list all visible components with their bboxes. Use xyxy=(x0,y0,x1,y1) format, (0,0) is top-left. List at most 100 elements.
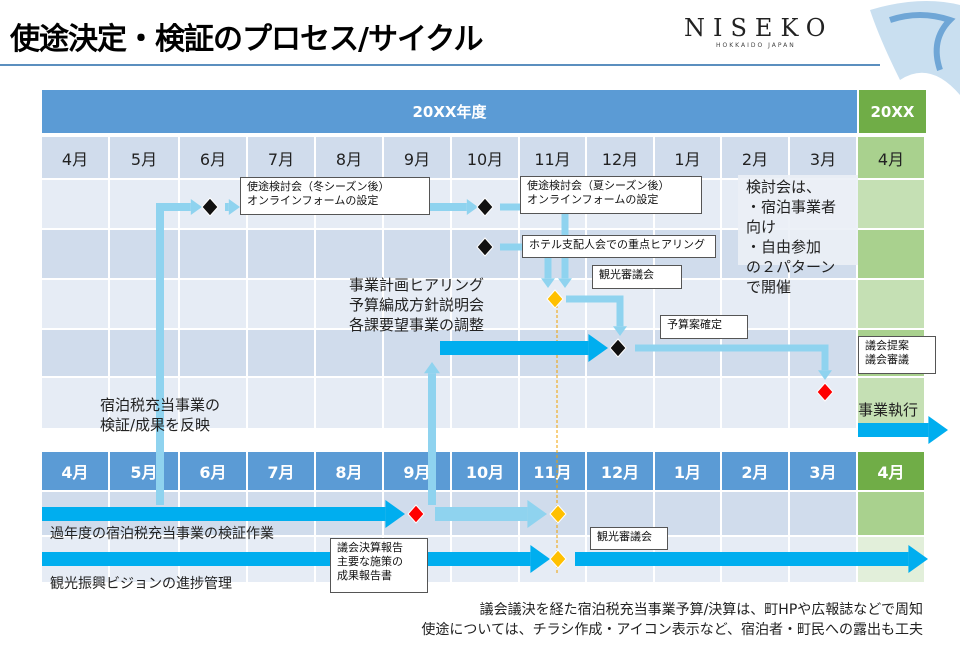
feedback-line: 検証/成果を反映 xyxy=(100,416,211,434)
next-year-header: 20XX xyxy=(859,90,926,133)
grid-cell xyxy=(42,180,108,228)
month-cell: 2月 xyxy=(722,137,788,178)
feedback-text: 宿泊税充当事業の 検証/成果を反映 xyxy=(100,395,220,435)
month-cell-lower: 6月 xyxy=(180,452,246,490)
fiscal-year-header: 20XX年度 xyxy=(42,90,857,133)
milestone-diamond xyxy=(546,289,564,309)
month-cell: 8月 xyxy=(316,137,382,178)
grid-cell xyxy=(316,280,382,328)
grid-cell xyxy=(858,180,924,228)
callout-tourism-council: 観光審議会 xyxy=(592,265,682,289)
callout-line: 議会審議 xyxy=(865,353,909,366)
grid-cell xyxy=(384,230,450,278)
logo-wave-graphic xyxy=(870,1,960,95)
callout-line: 議会提案 xyxy=(865,339,909,352)
month-cell-lower: 1月 xyxy=(655,452,720,490)
grid-cell xyxy=(110,378,178,428)
feedback-line: 宿泊税充当事業の xyxy=(100,396,221,414)
grid-cell xyxy=(790,492,856,535)
month-cell: 5月 xyxy=(110,137,178,178)
callout-assembly: 議会提案 議会審議 xyxy=(858,336,936,374)
milestone-diamond xyxy=(407,504,425,524)
link-arrow-head xyxy=(228,199,240,215)
month-cell-lower: 3月 xyxy=(790,452,856,490)
callout-line: 使途検討会（夏シーズン後） xyxy=(527,179,670,192)
verification-to-planning-arrow-head xyxy=(424,362,440,374)
verification-label: 過年度の宿泊税充当事業の検証作業 xyxy=(50,526,274,542)
callout-summer-review: 使途検討会（夏シーズン後） オンラインフォームの設定 xyxy=(520,176,702,214)
grid-cell xyxy=(858,280,924,328)
summer-to-council-arrow-head xyxy=(558,278,572,288)
grid-cell xyxy=(316,378,382,428)
grid-cell xyxy=(722,492,788,535)
callout-line: 議会決算報告 xyxy=(337,541,403,554)
vision-continue-arrow-head xyxy=(908,545,928,573)
grid-cell xyxy=(587,378,653,428)
month-cell-lower: 10月 xyxy=(452,452,518,490)
grid-cell xyxy=(384,378,450,428)
feedback-arrow-head xyxy=(190,199,202,215)
note-line: 検討会は、 xyxy=(746,178,822,196)
title-divider xyxy=(0,64,880,66)
grid-cell xyxy=(858,230,924,278)
grid-cell xyxy=(110,330,178,376)
milestone-diamond xyxy=(549,549,567,569)
month-cell-lower: 7月 xyxy=(248,452,314,490)
grid-cell xyxy=(180,378,246,428)
grid-cell xyxy=(42,280,108,328)
footer-line: 使途については、チラシ作成・アイコン表示など、宿泊者・町民への露出も工夫 xyxy=(421,622,923,638)
milestone-diamond xyxy=(816,382,834,402)
planning-text: 事業計画ヒアリング 予算編成方針説明会 各課要望事業の調整 xyxy=(300,275,484,335)
planning-line: 各課要望事業の調整 xyxy=(348,316,484,334)
note-line: ・自由参加 xyxy=(746,238,822,256)
callout-line: 主要な施策の xyxy=(337,555,403,568)
callout-tourism-council-lower: 観光審議会 xyxy=(590,527,668,550)
callout-winter-review: 使途検討会（冬シーズン後） オンラインフォームの設定 xyxy=(240,177,430,215)
callout-line: 成果報告書 xyxy=(337,569,392,582)
execution-arrow-head xyxy=(928,416,948,444)
grid-cell xyxy=(248,230,314,278)
month-cell: 11月 xyxy=(520,137,585,178)
footer-note: 議会議決を経た宿泊税充当事業予算/決算は、町HPや広報誌などで周知使途については… xyxy=(380,600,923,640)
budget-to-assembly-arrow-head xyxy=(818,370,832,380)
grid-cell xyxy=(248,378,314,428)
footer-line: 議会議決を経た宿泊税充当事業予算/決算は、町HPや広報誌などで周知 xyxy=(479,602,923,618)
milestone-diamond xyxy=(549,504,567,524)
callout-settlement-report: 議会決算報告 主要な施策の 成果報告書 xyxy=(330,538,428,593)
month-cell: 4月 xyxy=(42,137,108,178)
vision-arrow-head xyxy=(530,545,550,573)
month-cell-lower: 4月 xyxy=(858,452,924,490)
execution-label: 事業執行 xyxy=(858,401,919,419)
planning-line: 事業計画ヒアリング xyxy=(348,276,484,294)
month-cell-lower: 5月 xyxy=(110,452,178,490)
grid-cell xyxy=(384,280,450,328)
grid-cell xyxy=(316,230,382,278)
milestone-diamond xyxy=(201,197,219,217)
budget-to-assembly-arrow xyxy=(635,344,829,371)
grid-cell xyxy=(248,330,314,376)
planning-arrow-head xyxy=(588,334,608,362)
council-to-budget-arrow-head xyxy=(613,326,627,336)
grid-cell xyxy=(180,280,246,328)
grid-cell xyxy=(42,378,108,428)
month-cell-lower: 4月 xyxy=(42,452,108,490)
grid-cell xyxy=(384,330,450,376)
month-cell: 4月 xyxy=(858,137,924,178)
verification-followup-arrow-head xyxy=(527,500,547,528)
callout-line: オンラインフォームの設定 xyxy=(247,194,379,207)
month-cell: 6月 xyxy=(180,137,246,178)
callout-budget-fixed: 予算案確定 xyxy=(660,315,748,339)
month-cell-lower: 8月 xyxy=(316,452,382,490)
month-cell: 3月 xyxy=(790,137,856,178)
grid-cell xyxy=(520,378,585,428)
grid-cell xyxy=(110,230,178,278)
review-note: 検討会は、 ・宿泊事業者向け ・自由参加 の２パターンで開催 xyxy=(738,175,858,296)
month-cell: 12月 xyxy=(587,137,653,178)
feedback-arrow xyxy=(156,203,191,505)
grid-cell xyxy=(452,280,518,328)
vision-label: 観光振興ビジョンの進捗管理 xyxy=(50,576,232,592)
month-cell-lower: 12月 xyxy=(587,452,653,490)
note-line: ・宿泊事業者向け xyxy=(746,198,837,236)
month-cell: 7月 xyxy=(248,137,314,178)
